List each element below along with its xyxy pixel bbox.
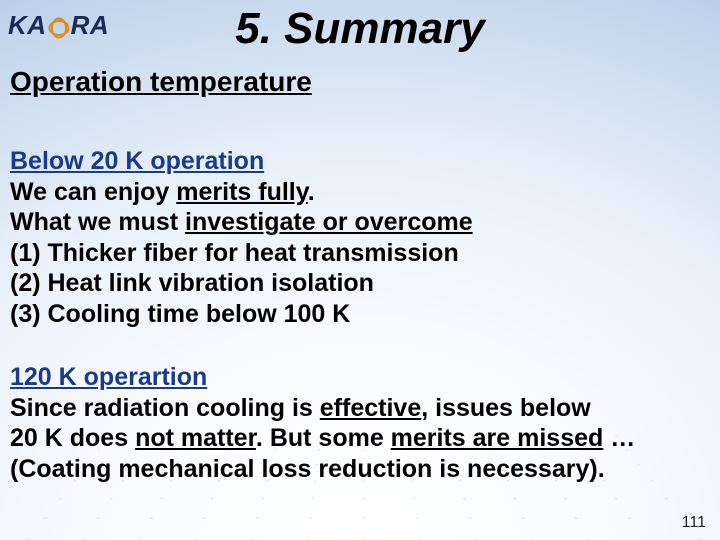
line-item-2: (2) Heat link vibration isolation	[10, 268, 700, 299]
line-radiation-2: 20 K does not matter. But some merits ar…	[10, 423, 700, 454]
block-below-20k: Below 20 K operation We can enjoy merits…	[10, 146, 700, 329]
section-heading: Operation temperature	[10, 66, 312, 98]
line-item-1: (1) Thicker fiber for heat transmission	[10, 238, 700, 269]
line-investigate: What we must investigate or overcome	[10, 207, 700, 238]
line-radiation-1: Since radiation cooling is effective, is…	[10, 393, 700, 424]
line-coating: (Coating mechanical loss reduction is ne…	[10, 454, 700, 485]
subheading-120k: 120 K operartion	[10, 362, 700, 393]
slide-title: 5. Summary	[0, 4, 720, 54]
page-number: 111	[682, 514, 706, 532]
line-item-3: (3) Cooling time below 100 K	[10, 299, 700, 330]
subheading-below-20k: Below 20 K operation	[10, 146, 700, 177]
line-merits: We can enjoy merits fully.	[10, 177, 700, 208]
block-120k: 120 K operartion Since radiation cooling…	[10, 362, 700, 484]
